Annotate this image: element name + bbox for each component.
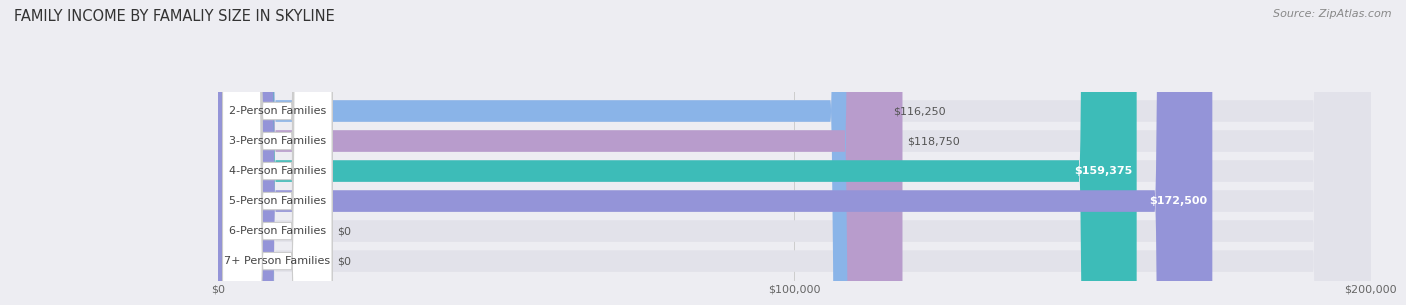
Text: $172,500: $172,500 [1150, 196, 1208, 206]
Text: 2-Person Families: 2-Person Families [229, 106, 326, 116]
FancyBboxPatch shape [218, 0, 1371, 305]
Text: $118,750: $118,750 [907, 136, 960, 146]
FancyBboxPatch shape [218, 0, 1371, 305]
FancyBboxPatch shape [222, 0, 332, 305]
FancyBboxPatch shape [222, 0, 332, 305]
FancyBboxPatch shape [218, 0, 1136, 305]
FancyBboxPatch shape [222, 0, 332, 305]
Text: $116,250: $116,250 [893, 106, 945, 116]
FancyBboxPatch shape [218, 0, 1371, 305]
FancyBboxPatch shape [218, 0, 1212, 305]
FancyBboxPatch shape [218, 0, 889, 305]
FancyBboxPatch shape [222, 0, 332, 305]
FancyBboxPatch shape [218, 0, 1371, 305]
Text: $0: $0 [336, 256, 350, 266]
Text: 7+ Person Families: 7+ Person Families [224, 256, 330, 266]
Text: $0: $0 [336, 226, 350, 236]
FancyBboxPatch shape [218, 0, 1371, 305]
FancyBboxPatch shape [222, 0, 332, 305]
FancyBboxPatch shape [222, 0, 332, 305]
Text: 6-Person Families: 6-Person Families [229, 226, 326, 236]
Text: FAMILY INCOME BY FAMALIY SIZE IN SKYLINE: FAMILY INCOME BY FAMALIY SIZE IN SKYLINE [14, 9, 335, 24]
FancyBboxPatch shape [218, 0, 903, 305]
FancyBboxPatch shape [218, 0, 1371, 305]
Text: 5-Person Families: 5-Person Families [229, 196, 326, 206]
Text: 4-Person Families: 4-Person Families [229, 166, 326, 176]
Text: Source: ZipAtlas.com: Source: ZipAtlas.com [1274, 9, 1392, 19]
Text: 3-Person Families: 3-Person Families [229, 136, 326, 146]
Text: $159,375: $159,375 [1074, 166, 1132, 176]
